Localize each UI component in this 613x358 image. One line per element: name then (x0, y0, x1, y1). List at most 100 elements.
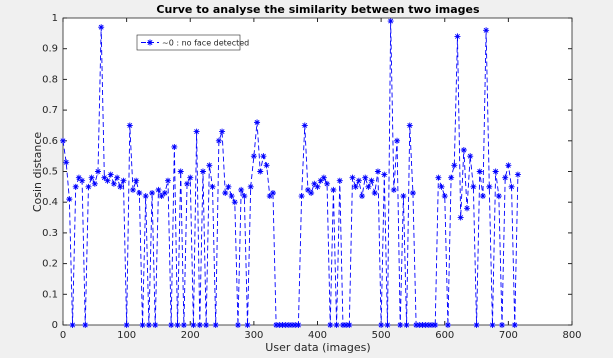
x-tick-label: 100 (117, 330, 136, 341)
data-point (187, 174, 194, 181)
data-point (514, 171, 521, 178)
legend: ~0 : no face detected (136, 34, 249, 51)
data-point (343, 322, 350, 328)
data-point (324, 180, 331, 187)
data-point (75, 174, 82, 181)
y-tick-label: 1 (52, 13, 58, 24)
data-point (406, 122, 413, 129)
data-point (349, 174, 356, 181)
data-point (88, 174, 95, 181)
data-point (378, 322, 385, 328)
data-point (295, 322, 302, 328)
data-point (158, 193, 165, 200)
data-point (234, 322, 241, 328)
data-point (260, 153, 267, 160)
data-point (72, 183, 79, 190)
data-point (190, 322, 197, 328)
data-point (339, 322, 346, 328)
data-point (206, 162, 213, 169)
y-tick-label: 0.2 (42, 259, 58, 270)
data-point (196, 322, 203, 328)
data-point (511, 322, 518, 328)
y-tick-label: 0.6 (42, 136, 58, 147)
chart-title: Curve to analyse the similarity between … (156, 3, 480, 16)
y-tick-label: 0.1 (42, 289, 58, 300)
data-point (304, 186, 311, 193)
data-point (365, 183, 372, 190)
data-point (387, 18, 394, 25)
data-point (422, 322, 429, 328)
data-point (381, 171, 388, 178)
x-tick-label: 600 (435, 330, 454, 341)
data-point (66, 196, 73, 203)
data-point (371, 189, 378, 196)
data-point (171, 143, 178, 150)
legend-box (136, 34, 241, 51)
data-point (228, 193, 235, 200)
data-point (495, 193, 502, 200)
x-tick-label: 800 (562, 330, 581, 341)
data-point (110, 180, 117, 187)
data-point (149, 189, 156, 196)
data-point (346, 322, 353, 328)
legend-marker (147, 39, 153, 46)
data-point (460, 147, 467, 154)
data-point (209, 183, 216, 190)
data-point (508, 183, 515, 190)
x-tick-label: 300 (244, 330, 263, 341)
data-point (429, 322, 436, 328)
data-point (142, 193, 149, 200)
data-point (117, 183, 124, 190)
data-point (333, 322, 340, 328)
x-tick-label: 500 (372, 330, 391, 341)
data-point (177, 168, 184, 175)
data-point (136, 189, 143, 196)
data-point (161, 189, 168, 196)
data-point (444, 322, 451, 328)
data-point (374, 168, 381, 175)
data-point (470, 183, 477, 190)
data-point (409, 189, 416, 196)
data-point (91, 180, 98, 187)
y-tick-label: 0.9 (42, 44, 58, 55)
data-point (413, 322, 420, 328)
data-point (476, 168, 483, 175)
y-tick-label: 0.8 (42, 74, 58, 85)
data-point (69, 322, 76, 328)
data-point (289, 322, 296, 328)
data-point (298, 193, 305, 200)
data-point (225, 183, 232, 190)
legend-label: ~0 : no face detected (162, 39, 249, 48)
data-point (330, 186, 337, 193)
data-point (82, 322, 89, 328)
data-point (279, 322, 286, 328)
data-point (311, 180, 318, 187)
data-point (368, 177, 375, 184)
data-point (336, 177, 343, 184)
data-point (164, 177, 171, 184)
data-point (317, 177, 324, 184)
data-point (79, 177, 86, 184)
data-point (492, 168, 499, 175)
data-point (397, 322, 404, 328)
data-point (320, 174, 327, 181)
data-point (168, 322, 175, 328)
data-point (473, 322, 480, 328)
plot-area (63, 18, 572, 325)
data-point (454, 33, 461, 40)
y-tick-label: 0.4 (42, 197, 58, 208)
data-point (244, 322, 251, 328)
data-point (282, 322, 289, 328)
data-point (384, 322, 391, 328)
data-point (314, 183, 321, 190)
data-point (400, 193, 407, 200)
data-point (193, 128, 200, 135)
data-point (419, 322, 426, 328)
data-point (499, 322, 506, 328)
x-tick-label: 400 (308, 330, 327, 341)
data-point (489, 322, 496, 328)
data-point (241, 193, 248, 200)
data-point (254, 119, 261, 126)
data-point (403, 322, 410, 328)
